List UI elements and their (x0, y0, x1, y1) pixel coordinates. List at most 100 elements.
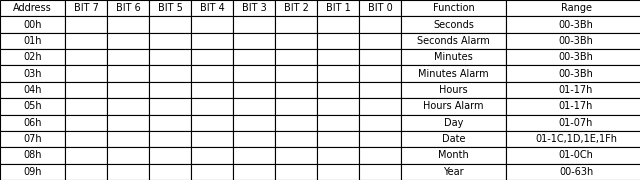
Bar (65, 164, 107, 180)
Bar (359, 49, 401, 66)
Bar (191, 0, 233, 16)
Bar (0, 33, 65, 49)
Text: Minutes: Minutes (434, 52, 473, 62)
Bar (191, 98, 233, 114)
Bar (506, 98, 640, 114)
Text: BIT 5: BIT 5 (157, 3, 182, 13)
Bar (107, 131, 149, 147)
Bar (401, 33, 506, 49)
Bar (401, 66, 506, 82)
Bar (317, 0, 359, 16)
Text: Hours Alarm: Hours Alarm (423, 101, 484, 111)
Bar (275, 98, 317, 114)
Text: Range: Range (561, 3, 591, 13)
Bar (0, 16, 65, 33)
Bar (107, 82, 149, 98)
Bar (233, 114, 275, 131)
Bar (107, 147, 149, 164)
Bar (317, 16, 359, 33)
Text: 09h: 09h (23, 167, 42, 177)
Bar (233, 49, 275, 66)
Bar (275, 66, 317, 82)
Bar (233, 82, 275, 98)
Bar (359, 66, 401, 82)
Text: 00-3Bh: 00-3Bh (559, 36, 593, 46)
Bar (0, 82, 65, 98)
Text: Seconds: Seconds (433, 20, 474, 30)
Bar (359, 164, 401, 180)
Bar (401, 131, 506, 147)
Bar (65, 33, 107, 49)
Text: BIT 7: BIT 7 (74, 3, 99, 13)
Bar (506, 114, 640, 131)
Bar (401, 49, 506, 66)
Bar (191, 49, 233, 66)
Bar (275, 131, 317, 147)
Bar (506, 0, 640, 16)
Bar (0, 114, 65, 131)
Text: BIT 6: BIT 6 (116, 3, 140, 13)
Bar (0, 49, 65, 66)
Bar (149, 82, 191, 98)
Bar (191, 164, 233, 180)
Bar (107, 114, 149, 131)
Bar (191, 16, 233, 33)
Bar (65, 131, 107, 147)
Bar (233, 164, 275, 180)
Bar (359, 147, 401, 164)
Bar (191, 33, 233, 49)
Bar (401, 82, 506, 98)
Text: 03h: 03h (23, 69, 42, 79)
Bar (149, 98, 191, 114)
Bar (107, 164, 149, 180)
Bar (275, 33, 317, 49)
Bar (275, 16, 317, 33)
Bar (506, 82, 640, 98)
Bar (0, 0, 65, 16)
Text: 02h: 02h (23, 52, 42, 62)
Text: 01-0Ch: 01-0Ch (559, 150, 593, 160)
Bar (65, 0, 107, 16)
Bar (149, 0, 191, 16)
Bar (401, 98, 506, 114)
Bar (191, 114, 233, 131)
Text: 06h: 06h (23, 118, 42, 128)
Bar (317, 82, 359, 98)
Text: Seconds Alarm: Seconds Alarm (417, 36, 490, 46)
Bar (65, 147, 107, 164)
Bar (107, 16, 149, 33)
Text: 01-07h: 01-07h (559, 118, 593, 128)
Text: Month: Month (438, 150, 469, 160)
Bar (506, 33, 640, 49)
Bar (506, 147, 640, 164)
Bar (317, 131, 359, 147)
Bar (317, 33, 359, 49)
Bar (359, 33, 401, 49)
Bar (149, 49, 191, 66)
Bar (149, 33, 191, 49)
Bar (191, 147, 233, 164)
Text: Year: Year (443, 167, 464, 177)
Bar (233, 66, 275, 82)
Bar (317, 114, 359, 131)
Bar (401, 147, 506, 164)
Bar (65, 82, 107, 98)
Bar (0, 147, 65, 164)
Text: BIT 4: BIT 4 (200, 3, 225, 13)
Bar (317, 147, 359, 164)
Text: Date: Date (442, 134, 465, 144)
Text: 00-63h: 00-63h (559, 167, 593, 177)
Bar (0, 98, 65, 114)
Text: 08h: 08h (23, 150, 42, 160)
Bar (149, 66, 191, 82)
Bar (149, 147, 191, 164)
Bar (317, 164, 359, 180)
Text: 00h: 00h (23, 20, 42, 30)
Bar (275, 49, 317, 66)
Bar (317, 66, 359, 82)
Bar (149, 131, 191, 147)
Bar (191, 66, 233, 82)
Bar (65, 16, 107, 33)
Bar (107, 33, 149, 49)
Bar (65, 114, 107, 131)
